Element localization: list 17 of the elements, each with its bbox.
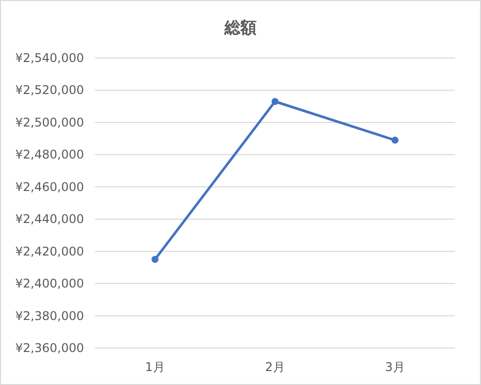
chart-title: 総額 <box>224 18 256 37</box>
x-tick-label: 2月 <box>265 360 285 374</box>
y-tick-label: ¥2,500,000 <box>15 115 84 130</box>
y-tick-label: ¥2,400,000 <box>15 276 84 291</box>
point <box>392 136 398 144</box>
y-tick-label: ¥2,540,000 <box>15 51 84 65</box>
x-tick-label: 1月 <box>145 360 165 374</box>
y-tick-label: ¥2,520,000 <box>15 83 84 98</box>
point <box>152 256 158 263</box>
y-tick-label: ¥2,480,000 <box>15 148 84 162</box>
point <box>272 98 278 105</box>
y-tick-label: ¥2,460,000 <box>15 180 84 194</box>
x-tick-label: 3月 <box>385 360 405 374</box>
y-tick-label: ¥2,440,000 <box>15 212 84 226</box>
y-tick-label: ¥2,380,000 <box>15 308 84 323</box>
y-tick-label: ¥2,420,000 <box>15 244 84 258</box>
y-tick-label: ¥2,360,000 <box>15 341 84 355</box>
